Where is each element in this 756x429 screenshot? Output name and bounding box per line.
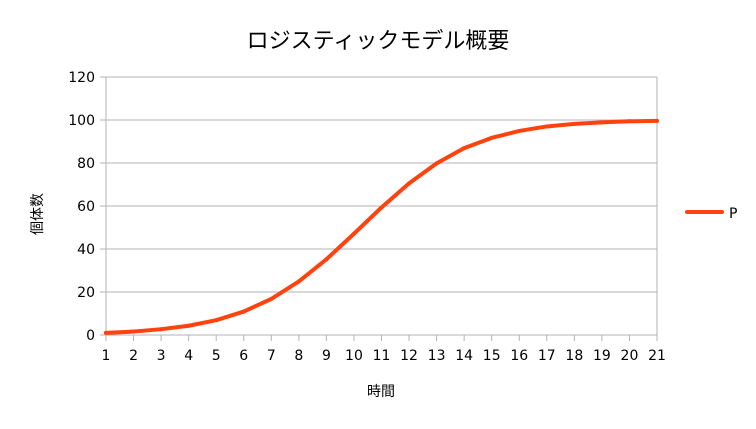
data-point	[104, 330, 108, 335]
data-point	[627, 119, 632, 124]
x-tick-label: 1	[102, 348, 111, 364]
x-tick-label: 9	[322, 348, 331, 364]
x-tick-label: 7	[267, 348, 276, 364]
series-layer	[104, 118, 659, 335]
legend-label-p: P	[729, 206, 737, 222]
y-tick-label: 80	[77, 156, 95, 172]
data-point	[241, 309, 246, 314]
series-line-p	[104, 118, 659, 335]
x-tick-label: 10	[345, 348, 363, 364]
y-axis-label: 個体数	[30, 193, 46, 235]
x-tick-label: 8	[294, 348, 303, 364]
x-tick-label: 14	[455, 348, 473, 364]
data-point	[296, 279, 301, 284]
x-axis-label: 時間	[367, 384, 395, 400]
data-point	[159, 327, 164, 332]
y-tick-label: 40	[77, 242, 95, 258]
x-tick-label: 13	[428, 348, 446, 364]
x-tick-labels: 1 2 3 4 5 6 7 8 9 10 11 12 13 14 15 16 17 18 19 20 21	[102, 348, 666, 364]
y-tick-label: 60	[77, 199, 95, 215]
data-point	[572, 121, 577, 126]
y-tick-label: 0	[86, 328, 95, 344]
data-point	[655, 118, 659, 123]
x-tick-label: 17	[538, 348, 556, 364]
x-tick-label: 2	[129, 348, 138, 364]
x-tick-label: 6	[239, 348, 248, 364]
x-tick-label: 12	[400, 348, 418, 364]
x-tick-label: 5	[212, 348, 221, 364]
data-point	[462, 146, 467, 151]
data-point	[489, 135, 494, 140]
x-tick-label: 4	[184, 348, 193, 364]
y-tick-label: 120	[68, 70, 95, 86]
data-point	[186, 323, 191, 328]
data-point	[434, 161, 439, 166]
y-tick-label: 100	[68, 113, 95, 129]
grid-lines	[106, 76, 657, 336]
data-point	[407, 181, 412, 186]
data-point	[544, 124, 549, 129]
x-tick-label: 3	[157, 348, 166, 364]
data-point	[214, 318, 219, 323]
legend: P	[685, 206, 737, 222]
x-tick-label: 21	[648, 348, 666, 364]
data-point	[269, 296, 274, 301]
data-point	[599, 120, 604, 125]
x-tick-label: 20	[621, 348, 639, 364]
x-tick-label: 11	[373, 348, 391, 364]
y-tick-labels: 0 20 40 60 80 100 120	[68, 70, 95, 344]
x-tick-label: 18	[565, 348, 583, 364]
data-point	[131, 329, 136, 334]
data-point	[379, 205, 384, 210]
data-point	[351, 231, 356, 236]
data-point	[324, 257, 329, 262]
axes	[100, 76, 658, 341]
data-point	[517, 128, 522, 133]
x-tick-label: 19	[593, 348, 611, 364]
x-tick-label: 16	[510, 348, 528, 364]
chart-title: ロジスティックモデル概要	[247, 29, 510, 54]
x-tick-label: 15	[483, 348, 501, 364]
y-tick-label: 20	[77, 285, 95, 301]
